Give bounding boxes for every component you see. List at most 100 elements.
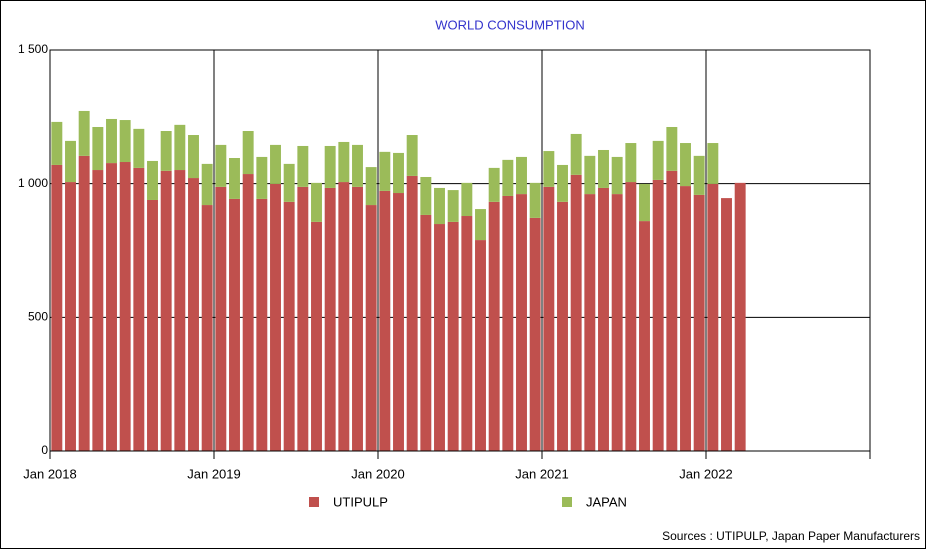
bar (338, 141, 350, 183)
bar (543, 151, 555, 187)
bar (188, 178, 199, 451)
bar (406, 135, 418, 176)
plot-area (49, 49, 871, 452)
bar (557, 164, 568, 202)
bar (529, 217, 541, 451)
bar (242, 131, 254, 175)
bar (666, 126, 678, 171)
bar (229, 158, 240, 199)
bar (311, 182, 322, 222)
bar (256, 198, 268, 451)
bar (434, 187, 445, 225)
bar (516, 194, 527, 452)
bar (51, 121, 63, 165)
bar (584, 194, 596, 452)
bar (283, 163, 295, 202)
bar (324, 145, 336, 188)
bar (652, 179, 664, 451)
bar (311, 221, 322, 451)
bar (557, 201, 568, 451)
bar (174, 124, 186, 171)
bar (147, 199, 158, 451)
bar (420, 176, 432, 215)
bar (283, 201, 295, 451)
bar (734, 182, 746, 451)
bar (488, 167, 500, 202)
bar (352, 144, 363, 187)
bar (393, 193, 404, 452)
x-tick-label: Jan 2019 (187, 466, 241, 481)
bar (570, 174, 582, 451)
legend-swatch (309, 497, 319, 507)
bar (242, 174, 254, 451)
bar (201, 205, 213, 451)
bar (215, 186, 227, 451)
y-tick-label: 0 (41, 443, 48, 457)
bar (488, 201, 500, 451)
bar (516, 156, 527, 195)
bar (51, 164, 63, 451)
y-tick-label: 1 000 (18, 176, 48, 190)
bar (666, 170, 678, 452)
bar (611, 194, 623, 452)
bar (434, 224, 445, 451)
bar (65, 182, 76, 451)
bar (693, 194, 705, 452)
bar (147, 160, 158, 200)
bar (78, 110, 90, 156)
bar (475, 209, 486, 241)
bar (543, 186, 555, 451)
legend-label: JAPAN (586, 494, 627, 509)
bar (119, 162, 131, 451)
bar (447, 221, 459, 451)
bar (106, 118, 117, 164)
x-tick-label: Jan 2020 (351, 466, 405, 481)
bar (365, 167, 377, 206)
bar (160, 131, 172, 171)
bar (625, 182, 637, 451)
bar (352, 186, 363, 451)
bar (133, 128, 145, 168)
bar (92, 170, 104, 452)
legend-swatch (562, 497, 572, 507)
bar (680, 186, 691, 451)
bar (65, 140, 76, 183)
bar (707, 143, 719, 184)
bar (502, 159, 514, 196)
chart-title: WORLD CONSUMPTION (435, 17, 585, 32)
bar (598, 187, 609, 451)
bar (406, 175, 418, 451)
bar (420, 214, 432, 451)
bar (338, 182, 350, 451)
bar (652, 140, 664, 180)
bar (215, 144, 227, 187)
y-tick-label: 1 500 (18, 42, 48, 56)
bar (461, 182, 473, 217)
bar (721, 198, 732, 451)
y-tick-label: 500 (28, 310, 48, 324)
bar (160, 170, 172, 452)
bar (570, 133, 582, 175)
bar (529, 182, 541, 218)
x-tick-label: Jan 2022 (679, 466, 733, 481)
bar (270, 183, 281, 451)
bar (707, 183, 719, 451)
bar (174, 170, 186, 452)
bar (106, 163, 117, 451)
source-note: Sources : UTIPULP, Japan Paper Manufactu… (662, 529, 920, 543)
bar (119, 120, 131, 163)
bar (92, 126, 104, 171)
bar (324, 187, 336, 451)
bar (625, 143, 637, 183)
bar (256, 156, 268, 199)
bar (639, 183, 650, 222)
bar (680, 143, 691, 187)
bar (229, 198, 240, 451)
bar (475, 240, 486, 451)
bar (598, 149, 609, 188)
bar (379, 190, 391, 451)
bar (379, 151, 391, 191)
bar (365, 205, 377, 451)
bar (447, 190, 459, 222)
